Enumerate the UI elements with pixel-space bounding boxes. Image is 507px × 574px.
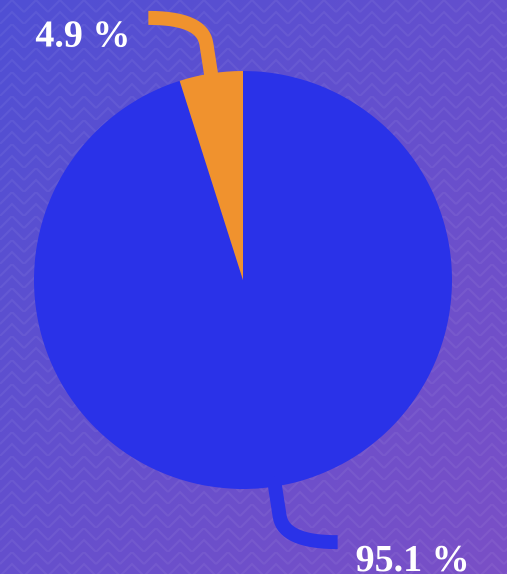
data-label: 4.9 % — [35, 14, 130, 56]
pie-slice — [34, 71, 453, 489]
data-label: 95.1 % — [356, 538, 470, 574]
leader-line — [266, 475, 338, 550]
pie-slice — [179, 71, 243, 280]
leader-line — [148, 10, 220, 85]
